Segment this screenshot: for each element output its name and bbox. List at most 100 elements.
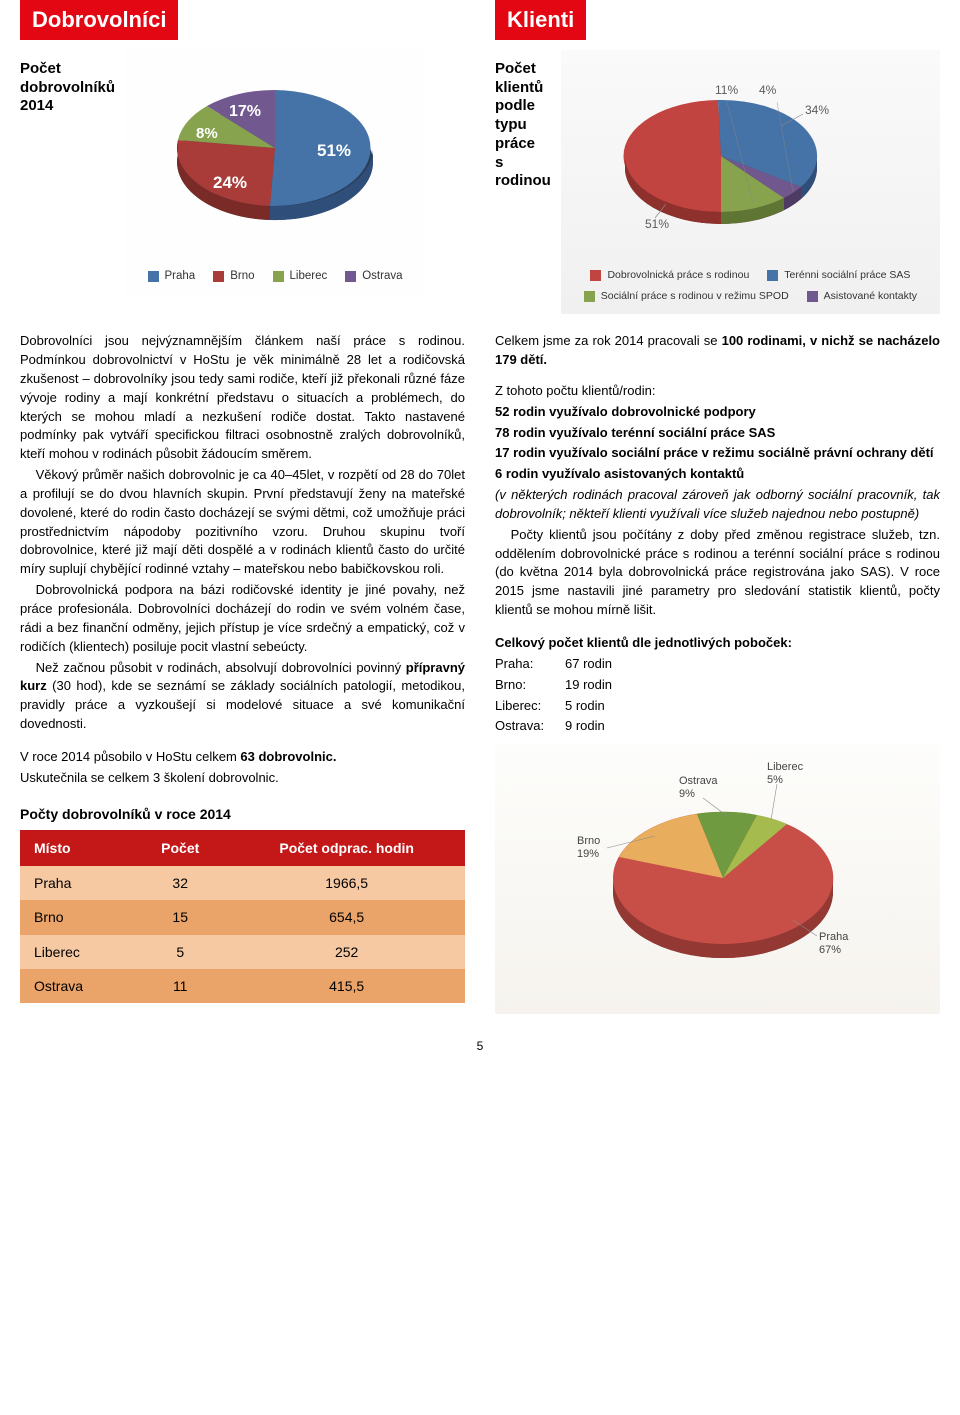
chart2-legend: Dobrovolnická práce s rodinou Terénni so… [571,268,930,304]
cell: 1966,5 [228,866,465,900]
legend-swatch [767,270,778,281]
chart2-label-11: 11% [715,83,738,97]
legend-swatch [345,271,356,282]
legend-label: Dobrovolnická práce s rodinou [607,268,749,283]
chart2-pie: 51% 34% 4% 11% Dobrovolnická práce s rod… [561,50,940,314]
branch-value: 5 rodin [565,697,940,716]
table-row: Ostrava 11 415,5 [20,969,465,1003]
branch-label: Liberec: [495,697,565,716]
table-row: Brno 15 654,5 [20,900,465,934]
right-list-head: Z tohoto počtu klientů/rodin: [495,382,940,401]
svg-text:67%: 67% [819,944,841,956]
chart3-pct-brno: 19% [577,848,599,860]
legend-label: Asistované kontakty [824,289,917,304]
th-place: Místo [20,830,132,866]
chart2-label-34: 34% [805,103,829,117]
svg-text:Brno: Brno [577,835,600,847]
text: Celkem jsme za rok 2014 pracovali se [495,333,722,348]
right-list-3: 6 rodin využívalo asistovaných kontaktů [495,465,940,484]
svg-text:Praha: Praha [819,931,849,943]
legend-label: Praha [165,268,196,285]
chart1-legend: Praha Brno Liberec Ostrava [135,268,415,285]
section-banner-clients: Klienti [495,0,586,40]
chart1-label-ostrava: 17% [229,103,261,120]
branch-value: 67 rodin [565,655,940,674]
right-list-0: 52 rodin využívalo dobrovolnické podpory [495,403,940,422]
legend-label: Liberec [290,268,328,285]
legend-swatch [213,271,224,282]
branch-label: Praha: [495,655,565,674]
legend-swatch [590,270,601,281]
svg-text:Liberec: Liberec [767,761,804,773]
svg-text:9%: 9% [679,788,695,800]
stats-line-2: Uskutečnila se celkem 3 školení dobrovol… [20,769,465,788]
table-row: Liberec 5 252 [20,935,465,969]
chart1-label-brno: 24% [213,173,247,192]
branch-label: Ostrava: [495,717,565,736]
right-italic: (v některých rodinách pracoval zároveň j… [495,486,940,524]
right-list-2: 17 rodin využívalo sociální práce v reži… [495,444,940,463]
chart3-lbl-brno: Brno [577,835,600,847]
body-left-p4: Než začnou působit v rodinách, absolvují… [20,659,465,734]
branches-title: Celkový počet klientů dle jednotlivých p… [495,634,940,653]
chart1-label-praha: 51% [317,141,351,160]
svg-text:5%: 5% [767,774,783,786]
legend-swatch [584,291,595,302]
legend-label: Ostrava [362,268,402,285]
cell: Praha [20,866,132,900]
th-hours: Počet odprac. hodin [228,830,465,866]
table-title: Počty dobrovolníků v roce 2014 [20,804,465,824]
svg-text:19%: 19% [577,848,599,860]
branches-table: Praha:67 rodin Brno:19 rodin Liberec:5 r… [495,655,940,736]
branch-value: 9 rodin [565,717,940,736]
legend-swatch [807,291,818,302]
cell: Liberec [20,935,132,969]
body-left-p2: Věkový průměr našich dobrovolnic je ca 4… [20,466,465,579]
cell: 5 [132,935,228,969]
right-para: Počty klientů jsou počítány z doby před … [495,526,940,620]
body-left-p1: Dobrovolníci jsou nejvýznamnějším článke… [20,332,465,464]
legend-label: Terénni sociální práce SAS [784,268,910,283]
cell: 415,5 [228,969,465,1003]
chart3-lbl-liberec: Liberec [767,761,804,773]
text: (30 hod), kde se seznámí se základy soci… [20,678,465,731]
text: Než začnou působit v rodinách, absolvují… [36,660,406,675]
right-list-1: 78 rodin využívalo terénní sociální prác… [495,424,940,443]
text: V roce 2014 působilo v HoStu celkem [20,749,240,764]
branch-value: 19 rodin [565,676,940,695]
text-bold: 63 dobrovolnic. [240,749,336,764]
cell: 654,5 [228,900,465,934]
th-count: Počet [132,830,228,866]
volunteers-table: Místo Počet Počet odprac. hodin Praha 32… [20,830,465,1003]
chart3-pie: Praha 67% Brno 19% Ostrava 9% Liberec 5% [495,744,940,1014]
section-banner-volunteers: Dobrovolníci [20,0,178,40]
chart2-label-51: 51% [645,217,669,231]
chart2-title: Počet klientů podle typu práce s rodinou [495,60,551,191]
body-left-p3: Dobrovolnická podpora na bázi rodičovské… [20,581,465,656]
stats-line: V roce 2014 působilo v HoStu celkem 63 d… [20,748,465,767]
cell: Ostrava [20,969,132,1003]
legend-swatch [273,271,284,282]
cell: 11 [132,969,228,1003]
chart3-pct-ostrava: 9% [679,788,695,800]
legend-label: Brno [230,268,254,285]
chart3-pct-liberec: 5% [767,774,783,786]
chart2-label-4: 4% [759,83,777,97]
chart1-label-liberec: 8% [196,125,218,142]
page-number: 5 [20,1038,940,1055]
chart3-lbl-praha: Praha [819,931,849,943]
right-intro: Celkem jsme za rok 2014 pracovali se 100… [495,332,940,370]
cell: Brno [20,900,132,934]
branch-label: Brno: [495,676,565,695]
table-row: Praha 32 1966,5 [20,866,465,900]
cell: 32 [132,866,228,900]
chart3-pct-praha: 67% [819,944,841,956]
legend-label: Sociální práce s rodinou v režimu SPOD [601,289,789,304]
chart3-lbl-ostrava: Ostrava [679,775,718,787]
chart1-title: Počet dobrovolníků 2014 [20,60,115,116]
svg-text:Ostrava: Ostrava [679,775,718,787]
chart1-pie: 51% 24% 8% 17% Praha Brno Liberec Ostrav… [125,50,425,295]
cell: 252 [228,935,465,969]
legend-swatch [148,271,159,282]
cell: 15 [132,900,228,934]
